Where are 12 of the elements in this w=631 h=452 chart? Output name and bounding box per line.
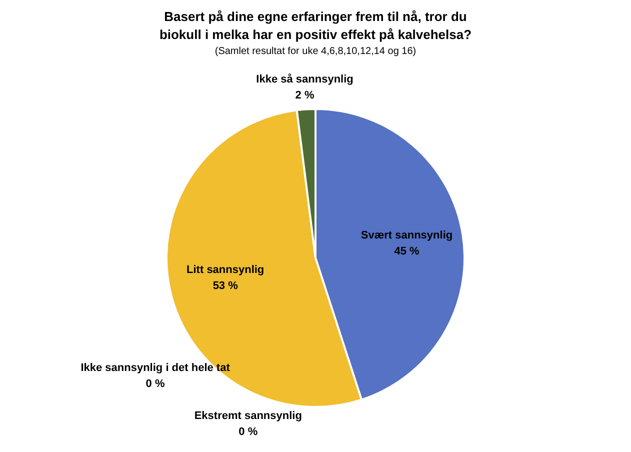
chart-subtitle: (Samlet resultat for uke 4,6,8,10,12,14 og 16): [214, 46, 418, 57]
data-label: 53 %: [212, 280, 238, 292]
slice-label: Svært sannsynlig: [360, 230, 453, 242]
slice-label: Litt sannsynlig: [186, 264, 264, 276]
text: 0 %: [238, 426, 258, 438]
data-label: 2 %: [295, 89, 314, 102]
data-label: 45 %: [394, 246, 420, 258]
slice-label: Ikke så sannsynlig: [256, 72, 354, 86]
category-label: Ikke sannsynlig i det hele tat: [80, 362, 230, 374]
text: 0 %: [146, 378, 165, 390]
category-label: Ekstremt sannsynlig: [194, 410, 302, 422]
chart-title: Basert på dine egne erfaringer frem til nå, tror du biokull i melka har en positiv effekt på kalvehelsa?: [158, 8, 473, 44]
